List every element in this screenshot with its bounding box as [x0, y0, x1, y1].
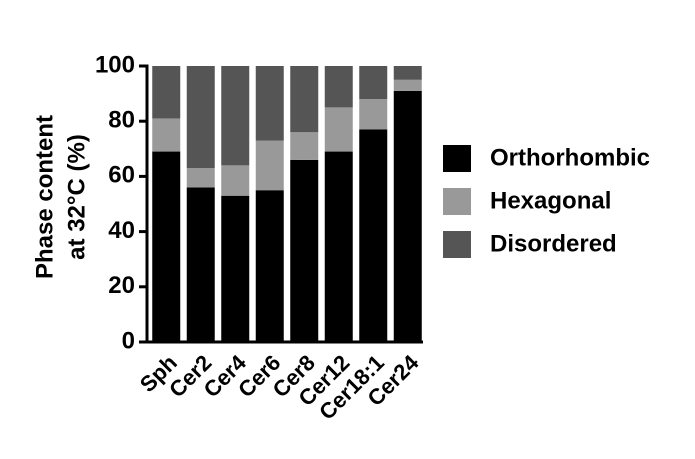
bar-segment: [221, 66, 250, 166]
bar-segment: [255, 190, 284, 342]
y-tick-label: 100: [95, 51, 135, 78]
bar-segment: [324, 107, 353, 152]
bar-segment: [324, 151, 353, 342]
y-tick-label: 0: [122, 327, 135, 354]
y-tick-label: 60: [108, 162, 135, 189]
bar-segment: [186, 187, 215, 342]
bar-segment: [186, 168, 215, 188]
bar-segment: [290, 66, 319, 133]
bar-segment: [359, 99, 388, 130]
bar-segment: [152, 118, 181, 152]
bar-segment: [290, 132, 319, 160]
bar-segment: [221, 195, 250, 342]
legend-swatch: [443, 145, 471, 172]
y-tick-label: 40: [108, 217, 135, 244]
bar-segment: [255, 66, 284, 141]
legend-swatch: [443, 188, 471, 215]
bar-segment: [221, 165, 250, 196]
bar-segment: [255, 140, 284, 191]
y-tick-label: 20: [108, 272, 135, 299]
legend-swatch: [443, 231, 471, 258]
legend-label: Hexagonal: [490, 187, 611, 214]
y-axis-label-line: at 32°C (%): [63, 134, 90, 260]
bar-segment: [152, 151, 181, 342]
y-axis-label-line: Phase content: [31, 115, 58, 279]
bar-segment: [359, 66, 388, 100]
bar-segment: [324, 66, 353, 108]
bar-segment: [186, 66, 215, 169]
bar-segment: [393, 66, 422, 80]
y-axis-label: Phase content at 32°C (%): [31, 115, 90, 279]
bar-segment: [393, 79, 422, 91]
y-tick-label: 80: [108, 107, 135, 134]
bar-segment: [393, 90, 422, 342]
bar-segment: [152, 66, 181, 119]
bar-segment: [359, 129, 388, 342]
bar-segment: [290, 159, 319, 342]
legend-label: Orthorhombic: [490, 144, 650, 171]
legend-label: Disordered: [490, 230, 617, 257]
